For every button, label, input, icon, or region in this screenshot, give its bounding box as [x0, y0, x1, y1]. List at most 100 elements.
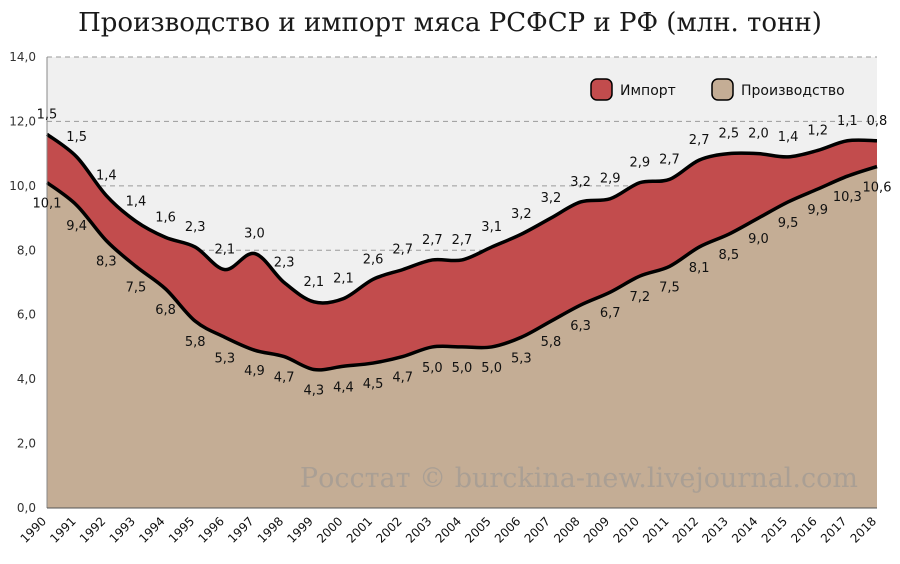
import-data-label: 1,1	[837, 114, 858, 129]
import-data-label: 1,5	[37, 107, 58, 122]
import-data-label: 1,4	[96, 169, 117, 184]
y-tick-label: 10,0	[9, 179, 36, 193]
x-tick-label: 2016	[788, 514, 819, 545]
production-data-label: 7,5	[659, 280, 680, 295]
import-data-label: 3,1	[481, 220, 502, 235]
import-area	[47, 134, 877, 370]
x-tick-label: 2012	[670, 514, 701, 545]
x-tick-label: 2017	[818, 514, 849, 545]
y-tick-label: 4,0	[17, 372, 36, 386]
x-tick-label: 2002	[373, 514, 404, 545]
legend: Импорт Производство	[590, 78, 845, 101]
import-data-label: 2,3	[185, 220, 206, 235]
x-tick-label: 2000	[314, 514, 345, 545]
production-data-label: 10,3	[833, 190, 862, 205]
y-tick-label: 14,0	[9, 50, 36, 64]
import-data-label: 2,3	[274, 256, 295, 271]
production-area	[47, 166, 877, 508]
production-data-label: 5,0	[422, 361, 443, 376]
x-tick-label: 1994	[136, 514, 167, 545]
import-data-label: 2,9	[600, 172, 621, 187]
import-data-label: 1,2	[807, 123, 828, 138]
import-data-label: 3,2	[511, 207, 532, 222]
legend-label-production: Производство	[741, 83, 845, 99]
x-tick-label: 2014	[729, 514, 760, 545]
production-data-label: 10,1	[33, 197, 62, 212]
x-tick-label: 2018	[848, 514, 879, 545]
import-data-label: 2,7	[392, 243, 413, 258]
import-data-label: 1,4	[778, 130, 799, 145]
x-tick-label: 1992	[77, 514, 108, 545]
import-data-label: 2,5	[718, 127, 739, 142]
production-data-label: 4,3	[303, 383, 324, 398]
x-tick-label: 2005	[462, 514, 493, 545]
y-tick-label: 8,0	[17, 243, 36, 257]
import-data-label: 2,1	[303, 275, 324, 290]
production-data-label: 9,4	[66, 219, 87, 234]
production-data-label: 7,5	[126, 280, 147, 295]
y-tick-label: 2,0	[17, 437, 36, 451]
import-data-label: 2,1	[333, 272, 354, 287]
x-tick-label: 2001	[344, 514, 375, 545]
x-tick-label: 1993	[107, 514, 138, 545]
x-tick-label: 2008	[551, 514, 582, 545]
x-tick-label: 2007	[522, 514, 553, 545]
watermark-text: Росстат © burckina-new.livejournal.com	[300, 463, 858, 494]
y-tick-label: 0,0	[17, 501, 36, 515]
data-label-layer: 1,5 1,5 1,4 1,4 1,6 2,3 2,1 3,0 2,3 2,1 2,1 2,6 2,7 2…	[33, 107, 892, 398]
production-data-label: 9,5	[778, 216, 799, 231]
import-data-label: 1,4	[126, 194, 147, 209]
production-data-label: 6,7	[600, 306, 621, 321]
import-data-label: 3,2	[570, 175, 591, 190]
x-tick-label: 2011	[640, 514, 671, 545]
production-data-label: 5,3	[511, 351, 532, 366]
production-data-label: 5,0	[452, 361, 473, 376]
x-tick-label: 2010	[610, 514, 641, 545]
production-data-label: 7,2	[630, 290, 651, 305]
x-tick-label: 2004	[433, 514, 464, 545]
import-data-label: 2,7	[452, 233, 473, 248]
production-data-label: 5,3	[215, 351, 236, 366]
import-data-label: 2,9	[630, 156, 651, 171]
production-data-label: 5,8	[185, 335, 206, 350]
import-data-label: 2,7	[689, 133, 710, 148]
production-data-label: 5,0	[481, 361, 502, 376]
production-data-label: 6,8	[155, 303, 176, 318]
production-data-label: 4,7	[392, 371, 413, 386]
production-line	[45, 164, 878, 372]
y-tick-label: 6,0	[17, 308, 36, 322]
import-data-label: 2,6	[363, 252, 384, 267]
production-data-label: 4,4	[333, 380, 354, 395]
legend-swatch-import	[590, 78, 613, 101]
import-data-label: 2,0	[748, 127, 769, 142]
import-data-label: 2,7	[659, 152, 680, 167]
production-data-label: 8,5	[718, 248, 739, 263]
production-data-label: 8,1	[689, 261, 710, 276]
area-layer	[47, 134, 877, 508]
import-data-label: 3,2	[541, 191, 562, 206]
import-data-label: 2,7	[422, 233, 443, 248]
production-data-label: 4,9	[244, 364, 265, 379]
production-data-label: 4,5	[363, 377, 384, 392]
production-data-label: 8,3	[96, 255, 117, 270]
x-tick-label: 1998	[255, 514, 286, 545]
x-tick-label: 1999	[284, 514, 315, 545]
x-tick-label: 2006	[492, 514, 523, 545]
x-tick-label: 1997	[225, 514, 256, 545]
total-line	[45, 132, 878, 305]
production-data-label: 9,0	[748, 232, 769, 247]
production-data-label: 6,3	[570, 319, 591, 334]
x-tick-label: 1990	[18, 514, 49, 545]
production-data-label: 9,9	[807, 203, 828, 218]
legend-swatch-production	[711, 78, 734, 101]
production-data-label: 4,7	[274, 371, 295, 386]
y-tick-label: 12,0	[9, 114, 36, 128]
x-tick-label: 1995	[166, 514, 197, 545]
import-data-label: 1,5	[66, 130, 87, 145]
line-layer	[45, 132, 878, 372]
x-tick-label: 2009	[581, 514, 612, 545]
import-data-label: 1,6	[155, 210, 176, 225]
x-tick-label: 2015	[759, 514, 790, 545]
production-data-label: 5,8	[541, 335, 562, 350]
